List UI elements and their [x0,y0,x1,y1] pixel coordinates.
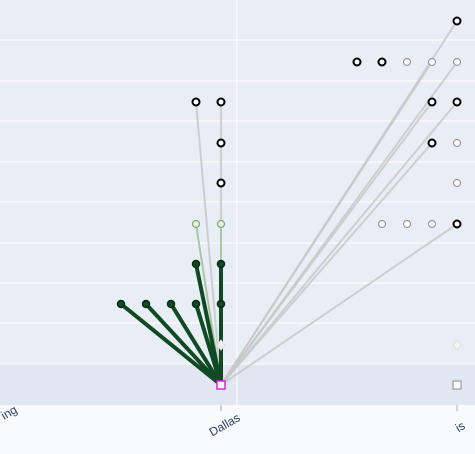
edges [119,20,458,387]
x-tick-label: Dallas [207,410,243,439]
x-tick-label: ing [0,402,19,422]
x-tick-label: is [453,418,468,434]
nodes [116,16,462,390]
grid [0,0,475,405]
x-ticks [220,405,458,411]
